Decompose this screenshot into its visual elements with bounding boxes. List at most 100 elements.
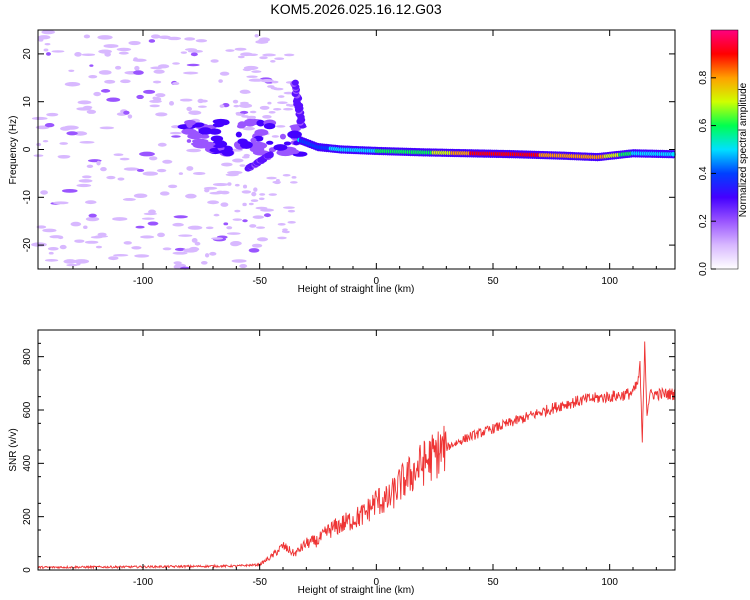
noise-speckle	[143, 89, 156, 94]
noise-speckle	[283, 91, 294, 95]
noise-speckle	[239, 101, 249, 105]
colorbar-tick-label: 0.2	[698, 214, 709, 228]
noise-speckle	[260, 208, 275, 212]
noise-speckle	[36, 225, 47, 229]
noise-speckle	[251, 243, 263, 248]
x-tick-label: 0	[374, 577, 380, 588]
onset-blob	[254, 129, 269, 136]
noise-speckle	[61, 188, 78, 193]
noise-speckle	[227, 170, 243, 175]
y-tick-label: 10	[22, 96, 33, 108]
noise-speckle	[237, 55, 245, 59]
noise-speckle	[186, 166, 194, 171]
noise-speckle	[173, 215, 188, 219]
noise-speckle	[149, 156, 158, 161]
colorbar-bar	[710, 29, 739, 270]
noise-speckle	[239, 110, 249, 114]
noise-speckle	[172, 81, 180, 86]
noise-speckle	[250, 115, 256, 119]
noise-speckle	[213, 213, 220, 217]
onset-blob	[211, 140, 228, 149]
noise-speckle	[148, 39, 156, 43]
onset-blob	[198, 127, 213, 135]
noise-speckle	[242, 202, 247, 207]
x-tick-label: 100	[601, 577, 618, 588]
x-tick-label: 50	[487, 577, 499, 588]
noise-speckle	[108, 256, 119, 261]
noise-speckle	[248, 202, 254, 206]
noise-speckle	[66, 131, 78, 136]
noise-speckle	[239, 264, 248, 269]
noise-speckle	[97, 232, 107, 237]
noise-speckle	[184, 37, 196, 41]
y-tick-label: 20	[22, 48, 33, 60]
lower-branch-point	[266, 151, 274, 158]
noise-speckle	[95, 245, 103, 249]
noise-speckle	[186, 148, 202, 153]
noise-speckle	[73, 259, 90, 264]
noise-speckle	[173, 261, 182, 265]
y-tick-label: 200	[22, 508, 33, 525]
snr-panel: -100 -50 0 50 100 0 200 400 600 800 Height of st…	[8, 329, 676, 596]
y-tick-label: -10	[22, 190, 33, 205]
noise-speckle	[273, 107, 282, 111]
noise-speckle	[187, 225, 203, 230]
noise-speckle	[140, 235, 155, 239]
y-tick-label: 400	[22, 455, 33, 472]
noise-speckle	[221, 162, 233, 167]
onset-blob	[276, 149, 295, 157]
snr-y-ticks: 0 200 400 600 800	[22, 342, 675, 573]
noise-speckle	[204, 253, 210, 258]
noise-speckle	[40, 190, 48, 195]
noise-speckle	[134, 254, 150, 258]
noise-speckle	[64, 82, 81, 87]
noise-speckle	[76, 183, 92, 188]
noise-speckle	[117, 177, 125, 181]
noise-speckle	[43, 48, 49, 52]
colorbar-tick-label: 0.8	[698, 70, 709, 84]
noise-speckle	[249, 224, 257, 228]
noise-speckle	[249, 110, 257, 114]
noise-speckle	[150, 66, 163, 70]
noise-speckle	[41, 29, 55, 35]
snr-y-label: SNR (v/v)	[8, 428, 19, 471]
noise-speckle	[153, 69, 165, 74]
noise-speckle	[187, 49, 203, 53]
noise-speckle	[271, 135, 279, 138]
noise-speckle	[89, 64, 94, 67]
noise-speckle	[63, 125, 79, 130]
noise-speckle	[123, 241, 132, 245]
noise-speckle	[157, 142, 167, 147]
onset-blob	[208, 128, 222, 135]
noise-speckle	[250, 199, 259, 203]
x-tick-label: -50	[252, 276, 267, 287]
noise-speckle	[219, 104, 225, 108]
noise-speckle	[86, 164, 94, 169]
noise-speckle	[290, 181, 298, 184]
noise-speckle	[232, 158, 244, 163]
x-tick-label: -50	[252, 577, 267, 588]
snr-x-label: Height of straight line (km)	[298, 585, 415, 596]
noise-speckle	[112, 217, 128, 221]
noise-speckle	[42, 139, 49, 143]
noise-speckle	[133, 70, 144, 75]
noise-speckle	[273, 87, 284, 91]
noise-speckle	[180, 51, 187, 54]
noise-speckle	[282, 173, 291, 177]
noise-speckle	[106, 97, 121, 102]
colorbar-tick-label: 0.0	[698, 262, 709, 276]
noise-speckle	[168, 184, 178, 189]
noise-speckle	[218, 79, 223, 83]
noise-speckle	[205, 226, 214, 230]
noise-speckle	[219, 71, 230, 76]
noise-speckle	[252, 215, 265, 219]
noise-speckle	[178, 172, 184, 175]
noise-speckle	[242, 219, 248, 223]
noise-speckle	[251, 70, 262, 73]
noise-speckle	[74, 52, 82, 57]
noise-speckle	[44, 122, 55, 128]
noise-speckle	[78, 179, 93, 183]
onset-blob	[200, 141, 216, 147]
noise-speckle	[282, 206, 295, 209]
